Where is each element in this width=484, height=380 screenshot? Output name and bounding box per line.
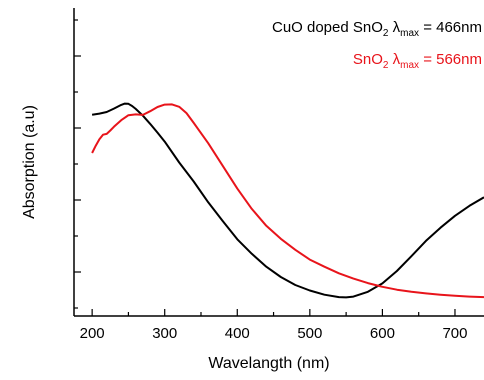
x-axis-ticks: 200 300 400 500 600 700 xyxy=(80,309,467,342)
legend-entry-cuo-sno2: CuO doped SnO2 λmax = 466nm xyxy=(272,19,482,39)
x-tick-label: 300 xyxy=(152,325,177,342)
legend-0-lambda: λ xyxy=(388,19,400,36)
legend: CuO doped SnO2 λmax = 466nm SnO2 λmax = … xyxy=(272,19,482,71)
x-tick-label: 200 xyxy=(80,325,105,342)
legend-0-value: = 466nm xyxy=(419,19,482,36)
legend-1-sub: 2 xyxy=(383,60,389,71)
legend-1-main: SnO xyxy=(353,51,383,68)
x-tick-label: 400 xyxy=(225,325,250,342)
series-layer xyxy=(91,102,484,299)
x-tick-label: 700 xyxy=(442,325,467,342)
legend-1-lambda: λ xyxy=(388,51,400,68)
legend-0-sub: 2 xyxy=(383,28,389,39)
legend-1-lambda-sub: max xyxy=(400,60,419,71)
series-line-sno2 xyxy=(91,103,484,299)
x-axis-title: Wavelangth (nm) xyxy=(208,355,329,372)
legend-0-lambda-sub: max xyxy=(400,28,419,39)
x-tick-label: 500 xyxy=(297,325,322,342)
y-axis-ticks xyxy=(74,19,81,309)
y-axis-title: Absorption (a.u) xyxy=(21,105,38,219)
legend-entry-sno2: SnO2 λmax = 566nm xyxy=(353,51,482,71)
series-line-cuo_sno2 xyxy=(91,102,484,299)
legend-1-value: = 566nm xyxy=(419,51,482,68)
plot-area xyxy=(73,8,484,317)
x-tick-label: 600 xyxy=(370,325,395,342)
legend-0-main: CuO doped SnO xyxy=(272,19,383,36)
